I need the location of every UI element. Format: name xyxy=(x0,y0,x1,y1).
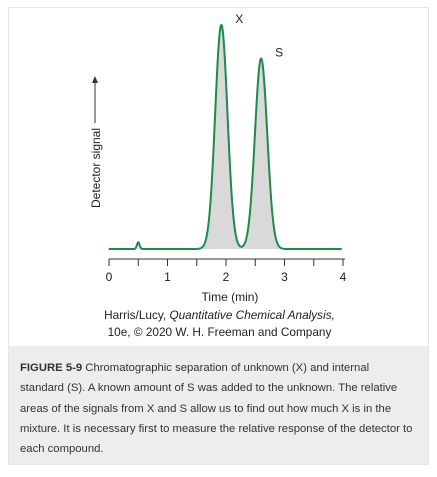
credit-line-1: Harris/Lucy, Quantitative Chemical Analy… xyxy=(9,307,430,324)
detector-signal-line xyxy=(108,23,342,250)
caption: FIGURE 5-9 Chromatographic separation of… xyxy=(9,346,428,464)
peak-labels: XS xyxy=(235,12,283,60)
credit-authors: Harris/Lucy, xyxy=(104,308,167,322)
peak-area-s xyxy=(241,58,281,249)
x-tick-label: 3 xyxy=(281,270,288,284)
credit-line-2: 10e, © 2020 W. H. Freeman and Company xyxy=(107,325,332,339)
x-axis-label: Time (min) xyxy=(202,290,259,304)
x-tick-label: 2 xyxy=(223,270,230,284)
y-axis-label: Detector signal xyxy=(89,128,103,208)
caption-text: Chromatographic separation of unknown (X… xyxy=(20,362,413,456)
y-axis-arrow xyxy=(92,76,98,123)
credit-book-title: Quantitative Chemical Analysis, xyxy=(169,308,335,322)
caption-figure-label: FIGURE 5-9 xyxy=(20,362,83,374)
x-tick-label: 4 xyxy=(340,270,347,284)
x-tick-label: 0 xyxy=(106,270,113,284)
x-axis: 0 1 2 3 4 xyxy=(106,258,347,284)
peak-label-x: X xyxy=(235,12,243,26)
peak-area-x xyxy=(201,25,241,249)
x-tick-label: 1 xyxy=(164,270,171,284)
peak-label-s: S xyxy=(275,46,283,60)
